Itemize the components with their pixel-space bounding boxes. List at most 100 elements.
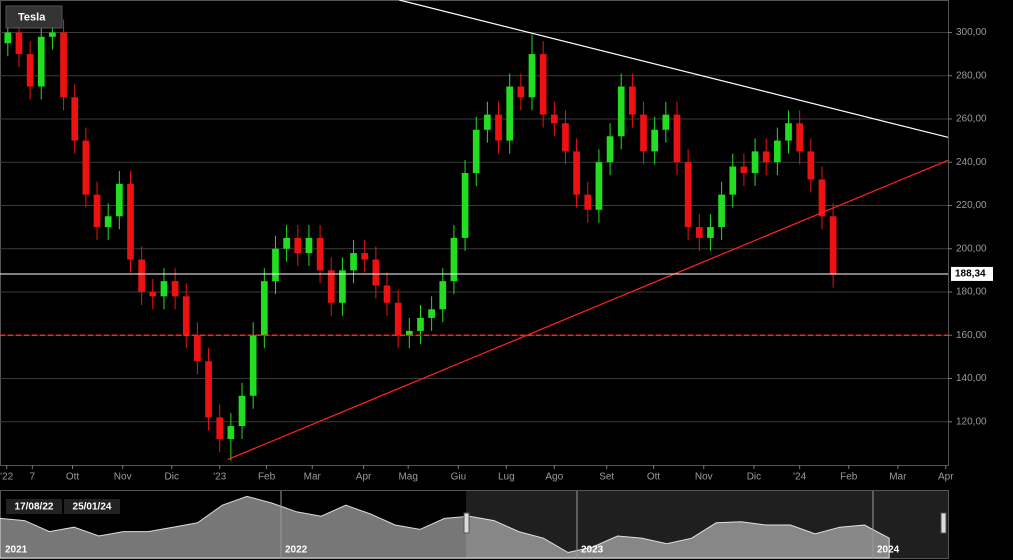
y-tick-label: 260,00	[956, 114, 987, 125]
candle-body	[662, 114, 670, 130]
x-tick-label: Dic	[747, 472, 761, 483]
candle-body	[361, 253, 369, 260]
candle-body	[4, 32, 12, 44]
candle-body	[216, 417, 224, 440]
year-label: 2023	[581, 545, 604, 556]
candle-body	[517, 86, 525, 98]
candle-body	[316, 237, 324, 271]
x-tick-label: Apr	[938, 472, 954, 483]
candle-body	[785, 123, 792, 141]
candle-body	[115, 183, 123, 217]
candle-body	[584, 194, 592, 210]
candle-body	[182, 296, 190, 336]
window-handle[interactable]	[940, 512, 947, 534]
window-handle[interactable]	[463, 512, 470, 534]
candle-body	[417, 317, 424, 331]
candle-body	[205, 361, 212, 418]
x-tick-label: Mag	[398, 472, 417, 483]
candle-body	[283, 237, 290, 249]
price-label: 188,34	[955, 269, 986, 280]
trend-line	[399, 0, 949, 138]
x-tick-label: Nov	[695, 472, 713, 483]
candle-body	[640, 114, 647, 152]
candle-body	[595, 162, 603, 210]
y-tick-label: 120,00	[956, 416, 987, 427]
grid: 120,00 140,00 160,00 180,00 200,00 220,00 240,…	[0, 27, 987, 483]
y-tick-label: 200,00	[956, 243, 987, 254]
candle-body	[606, 136, 614, 163]
y-tick-label: 180,00	[956, 287, 987, 298]
candle-body	[49, 32, 56, 37]
candle-body	[60, 32, 67, 98]
year-label: 2021	[5, 545, 28, 556]
candle-body	[651, 129, 659, 152]
x-tick-label: Ott	[647, 472, 661, 483]
x-tick-label: Nov	[114, 472, 132, 483]
range-box	[64, 499, 120, 514]
range-label: 25/01/24	[73, 502, 112, 513]
candle-body	[227, 426, 235, 440]
y-tick-label: 240,00	[956, 157, 987, 168]
candle-body	[472, 129, 480, 174]
candle-body	[37, 36, 45, 87]
candle-body	[238, 395, 246, 427]
candle-body	[82, 140, 90, 195]
candle-body	[160, 281, 168, 297]
candle-body	[383, 285, 391, 303]
range-label: 17/08/22	[15, 502, 54, 513]
candle-body	[617, 86, 625, 137]
candle-body	[695, 227, 703, 238]
candle-body	[495, 114, 502, 141]
navigator: 2021 2022 2023 2024 17/08/22 25/01/24	[0, 490, 949, 559]
trend-line	[227, 159, 949, 461]
x-tick-label: '22	[0, 472, 13, 483]
candle-body	[171, 281, 179, 297]
candle-body	[539, 54, 547, 115]
candle-body	[774, 140, 781, 163]
candle-body	[818, 179, 826, 217]
year-label: 2022	[285, 545, 308, 556]
x-tick-label: Apr	[356, 472, 372, 483]
x-tick-label: '23	[213, 472, 226, 483]
chart-title: Tesla	[18, 11, 46, 23]
y-tick-label: 220,00	[956, 200, 987, 211]
x-tick-label: Mar	[889, 472, 907, 483]
candle-body	[573, 151, 580, 195]
candle-body	[461, 173, 469, 238]
candle-body	[104, 216, 112, 228]
year-label: 2024	[877, 545, 900, 556]
candle-body	[149, 291, 157, 297]
range-box	[6, 499, 62, 514]
candle-body	[629, 86, 636, 115]
candle-body	[93, 194, 101, 228]
y-tick-label: 280,00	[956, 70, 987, 81]
x-tick-label: Lug	[498, 472, 515, 483]
candle-body	[339, 270, 346, 303]
candle-body	[796, 123, 804, 152]
candle-body	[327, 270, 335, 303]
candle-body	[394, 302, 402, 336]
candle-body	[684, 162, 692, 228]
candle-body	[718, 194, 725, 228]
candle-body	[428, 309, 435, 318]
candle-body	[762, 151, 770, 163]
candle-body	[550, 114, 558, 124]
candle-body	[484, 114, 491, 130]
candle-body	[673, 114, 681, 163]
candle-body	[350, 253, 357, 271]
y-tick-label: 160,00	[956, 330, 987, 341]
plot-frame	[0, 0, 949, 466]
candles	[4, 19, 837, 461]
candle-body	[740, 166, 748, 174]
candle-body	[138, 259, 145, 292]
candle-body	[528, 54, 536, 98]
candle-body	[562, 123, 569, 152]
navigator-window[interactable]	[466, 491, 948, 558]
candle-body	[71, 97, 79, 141]
x-tick-label: Ott	[66, 472, 80, 483]
x-tick-label: 7	[30, 472, 36, 483]
navigator-area	[0, 495, 890, 559]
candle-body	[707, 227, 714, 238]
y-tick-label: 300,00	[956, 27, 987, 38]
candle-body	[729, 166, 737, 195]
